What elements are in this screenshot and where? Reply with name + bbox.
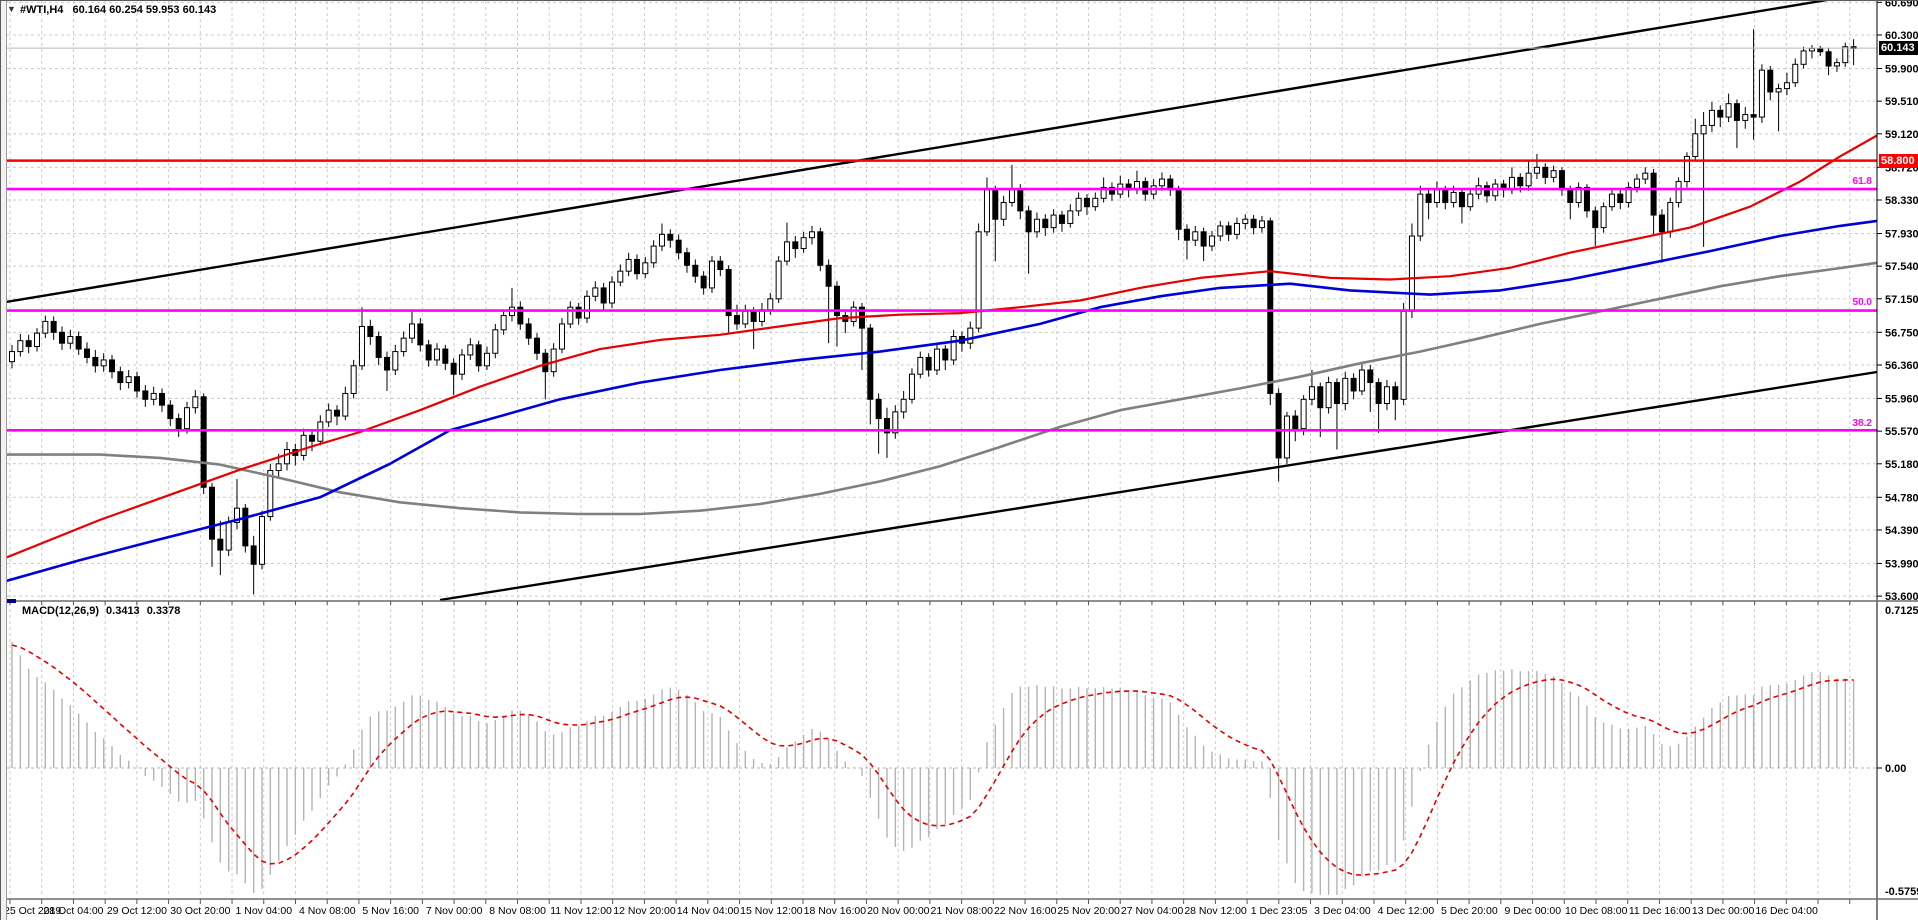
fib-label-618[interactable]: 61.8 xyxy=(1852,176,1872,187)
time-scale-label: 29 Oct 12:00 xyxy=(107,905,167,917)
price-scale-label: 60.300 xyxy=(1885,30,1918,42)
time-scale-label: 10 Dec 08:00 xyxy=(1565,905,1628,917)
price-scale-label: 56.750 xyxy=(1885,327,1918,339)
resistance-price-badge: 58.800 xyxy=(1879,154,1918,168)
time-scale-label: 14 Nov 04:00 xyxy=(677,905,740,917)
price-scale-label: 53.600 xyxy=(1885,591,1918,603)
time-scale-label: 30 Oct 20:00 xyxy=(170,905,230,917)
panel-separator[interactable] xyxy=(0,600,1918,904)
price-scale-label: 54.780 xyxy=(1885,492,1918,504)
macd-scale-label: 0.7125 xyxy=(1885,605,1918,617)
price-scale-label: 55.960 xyxy=(1885,393,1918,405)
fibonacci-level-lines[interactable] xyxy=(7,187,1877,432)
time-scale-label: 25 Oct 2019 xyxy=(4,905,61,917)
price-scale-label: 53.990 xyxy=(1885,558,1918,570)
window-left-border xyxy=(0,0,7,920)
price-scale-label: 56.360 xyxy=(1885,360,1918,372)
fib-label-382[interactable]: 38.2 xyxy=(1852,418,1872,429)
macd-indicator-label: MACD(12,26,9) 0.3413 0.3378 xyxy=(22,605,187,617)
symbol-ohlc-label: #WTI,H4 60.164 60.254 59.953 60.143 xyxy=(20,4,216,16)
time-scale-label: 28 Oct 04:00 xyxy=(43,905,103,917)
time-scale-label: 15 Nov 12:00 xyxy=(740,905,803,917)
candles-series xyxy=(9,29,1857,595)
time-scale-label: 11 Nov 12:00 xyxy=(550,905,612,917)
symbol-name: #WTI,H4 xyxy=(20,4,64,16)
price-scale-label: 59.120 xyxy=(1885,129,1918,141)
trend-channel-lines[interactable] xyxy=(0,0,1878,602)
time-scale-label: 7 Nov 00:00 xyxy=(426,905,483,917)
time-scale-label: 3 Dec 04:00 xyxy=(1314,905,1371,917)
price-scale-label: 59.900 xyxy=(1885,64,1918,76)
macd-signal-line xyxy=(11,644,1854,876)
price-scale-label: 57.150 xyxy=(1885,294,1918,306)
macd-title: MACD(12,26,9) xyxy=(22,605,100,617)
ohlc-values: 60.164 60.254 59.953 60.143 xyxy=(72,4,217,16)
macd-scale-label: -0.5759 xyxy=(1885,886,1918,898)
bid-price-badge: 60.143 xyxy=(1879,41,1918,55)
macd-scale[interactable]: 0.7125 0.00 -0.5759 xyxy=(1877,605,1918,898)
time-scale-label: 27 Nov 04:00 xyxy=(1121,905,1184,917)
time-scale-label: 4 Nov 08:00 xyxy=(299,905,356,917)
time-scale-label: 21 Nov 08:00 xyxy=(931,905,994,917)
price-scale-label: 55.570 xyxy=(1885,426,1918,438)
price-scale-label: 60.690 xyxy=(1885,0,1918,9)
macd-value-main: 0.3413 xyxy=(106,605,140,617)
price-scale-label: 58.330 xyxy=(1885,195,1918,207)
time-scale-label: 18 Nov 16:00 xyxy=(804,905,867,917)
macd-value-signal: 0.3378 xyxy=(146,605,181,617)
ma-blue-line xyxy=(0,219,1878,584)
time-scale-label: 11 Dec 16:00 xyxy=(1629,905,1691,917)
time-scale-label: 4 Dec 12:00 xyxy=(1378,905,1435,917)
price-scale-label: 59.510 xyxy=(1885,96,1918,108)
time-scale-label: 22 Nov 16:00 xyxy=(994,905,1057,917)
price-scale-label: 57.930 xyxy=(1885,228,1918,240)
price-scale-label: 54.390 xyxy=(1885,525,1918,537)
time-scale-label: 8 Nov 08:00 xyxy=(489,905,546,917)
ma-gray-line xyxy=(0,261,1878,516)
time-scale-label: 13 Dec 00:00 xyxy=(1692,905,1755,917)
time-scale-label: 16 Dec 04:00 xyxy=(1755,905,1818,917)
macd-scale-label: 0.00 xyxy=(1885,763,1906,775)
price-scale-label: 57.540 xyxy=(1885,261,1918,273)
time-scale-label: 1 Dec 23:05 xyxy=(1251,905,1308,917)
price-scale[interactable]: 60.69060.30059.90059.51059.12058.72058.3… xyxy=(1876,0,1918,920)
time-scale-label: 5 Nov 16:00 xyxy=(362,905,419,917)
time-scale-label: 20 Nov 00:00 xyxy=(867,905,930,917)
symbol-dropdown-icon[interactable]: ▼ xyxy=(7,4,16,14)
price-scale-label: 55.180 xyxy=(1885,459,1918,471)
time-scale-label: 9 Dec 00:00 xyxy=(1504,905,1561,917)
pane-drag-handle[interactable] xyxy=(7,599,16,603)
time-scale-label: 28 Nov 12:00 xyxy=(1184,905,1247,917)
time-scale-label: 1 Nov 04:00 xyxy=(235,905,292,917)
time-scale-label: 12 Nov 20:00 xyxy=(613,905,676,917)
time-scale-label: 25 Nov 20:00 xyxy=(1057,905,1120,917)
time-scale-label: 5 Dec 20:00 xyxy=(1441,905,1498,917)
window-top-border xyxy=(0,0,1918,1)
fib-label-500[interactable]: 50.0 xyxy=(1852,297,1872,308)
